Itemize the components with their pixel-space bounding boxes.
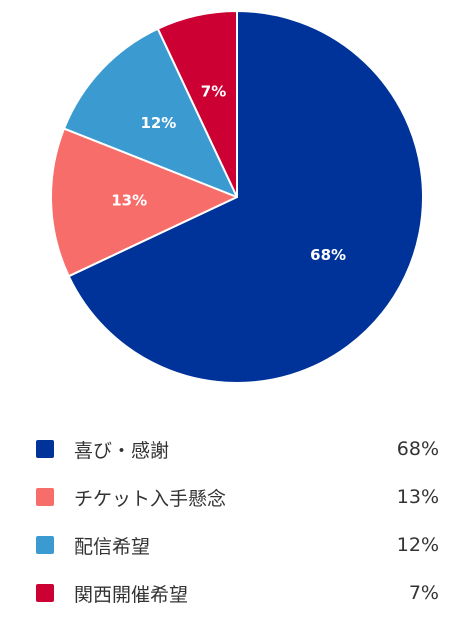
pie-slice[interactable] — [67, 10, 424, 384]
legend-swatch — [36, 584, 54, 602]
legend-item[interactable]: 喜び・感謝 68% — [36, 425, 439, 473]
legend-item[interactable]: 関西開催希望 7% — [36, 569, 439, 617]
legend-swatch — [36, 440, 54, 458]
slice-data-label: 68% — [310, 246, 346, 264]
pie-chart: 68% 13% 12% 7% — [50, 10, 424, 384]
legend-label: 配信希望 — [74, 535, 151, 558]
legend-value: 7% — [408, 582, 439, 604]
legend-swatch — [36, 536, 54, 554]
legend-item[interactable]: 配信希望 12% — [36, 521, 439, 569]
legend-label: 関西開催希望 — [74, 583, 189, 606]
pie-slice[interactable] — [50, 127, 238, 278]
legend-value: 68% — [396, 438, 439, 460]
slice-labels: 68% 13% 12% 7% — [111, 83, 346, 264]
chart-legend: 喜び・感謝 68% チケット入手懸念 13% 配信希望 12% 関西開催希望 7% — [36, 425, 439, 617]
pie-slice[interactable] — [63, 27, 238, 198]
legend-label: チケット入手懸念 — [74, 487, 227, 510]
legend-value: 12% — [396, 534, 439, 556]
slice-data-label: 13% — [111, 191, 147, 209]
slice-data-label: 12% — [140, 114, 176, 132]
legend-value: 13% — [396, 486, 439, 508]
legend-swatch — [36, 488, 54, 506]
pie-slice[interactable] — [156, 10, 238, 198]
legend-label: 喜び・感謝 — [74, 439, 170, 462]
legend-item[interactable]: チケット入手懸念 13% — [36, 473, 439, 521]
slice-data-label: 7% — [201, 83, 226, 101]
pie-slices — [50, 10, 424, 384]
